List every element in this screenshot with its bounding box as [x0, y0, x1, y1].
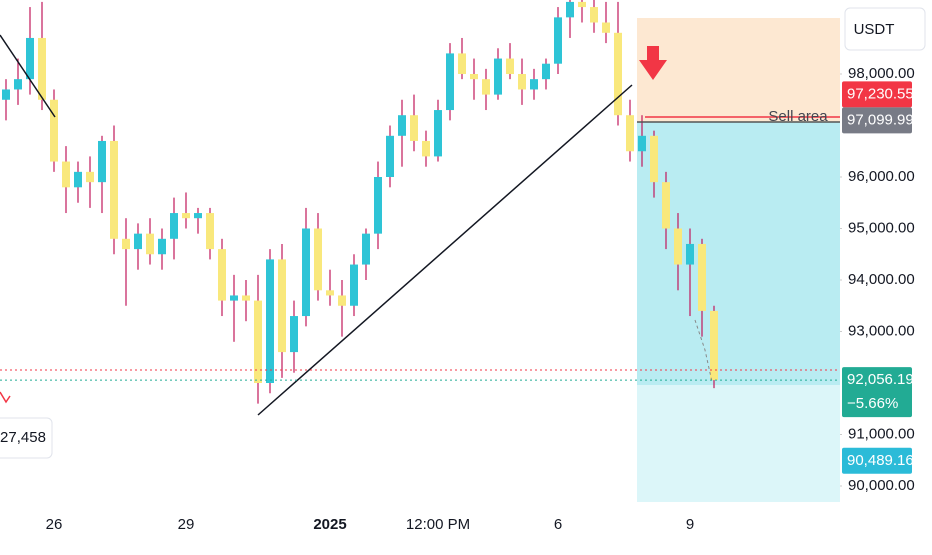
- candle-body: [446, 53, 454, 111]
- candle-body: [362, 233, 370, 265]
- candle-body: [314, 228, 322, 291]
- candle-body: [518, 74, 526, 90]
- projection: [694, 319, 713, 383]
- candle-body: [482, 79, 490, 95]
- target-zone-extension: [637, 385, 840, 502]
- candle-body: [98, 140, 106, 183]
- candle-body: [290, 316, 298, 353]
- candle-body: [650, 135, 658, 183]
- bubble-label: 27,458: [0, 429, 46, 446]
- candle-body: [626, 115, 634, 152]
- trend-line: [257, 84, 633, 416]
- candle-body: [86, 171, 94, 183]
- candle-body: [602, 22, 610, 33]
- candle-body: [38, 37, 46, 100]
- candle-body: [170, 213, 178, 239]
- candle-body: [710, 310, 718, 381]
- candle-body: [614, 32, 622, 116]
- candle-body: [302, 228, 310, 317]
- y-tick-label: 94,000.00: [848, 271, 915, 288]
- candle-body: [470, 74, 478, 80]
- bubble: [0, 417, 53, 459]
- x-tick-label: 26: [46, 516, 63, 533]
- target-zone: [637, 122, 840, 385]
- candle-body: [554, 17, 562, 64]
- currency[interactable]: USDT: [854, 21, 895, 38]
- y-tick-label: 96,000.00: [848, 168, 915, 185]
- y-tick-label: 98,000.00: [848, 65, 915, 82]
- small-arrow: [0, 391, 11, 404]
- price-label-box: [842, 81, 912, 108]
- candle-body: [686, 243, 694, 265]
- candle-body: [422, 140, 430, 157]
- price-label: 90,489.16: [847, 452, 914, 469]
- candle-body: [254, 300, 262, 384]
- candle-body: [578, 1, 586, 8]
- candle-body: [566, 1, 574, 18]
- x-tick-label: 12:00 PM: [406, 516, 470, 533]
- candle-body: [398, 115, 406, 136]
- annotation: Sell area: [768, 108, 828, 125]
- candle-body: [278, 259, 286, 353]
- candle-body: [206, 213, 214, 250]
- y-tick-label: 90,000.00: [848, 477, 915, 494]
- trend-line: [0, 34, 56, 118]
- sell-zone: [637, 18, 840, 122]
- candle-body: [74, 171, 82, 188]
- candle-body: [242, 295, 250, 301]
- candle-body: [374, 177, 382, 234]
- price-label-box: [842, 107, 912, 134]
- candle-body: [662, 182, 670, 229]
- price-label-box: [842, 367, 912, 418]
- candle-body: [2, 89, 10, 100]
- candle-body: [590, 7, 598, 23]
- price-label: 92,056.19: [847, 371, 914, 388]
- candle-body: [50, 99, 58, 162]
- candle-body: [458, 53, 466, 75]
- y-tick-label: 91,000.00: [848, 425, 915, 442]
- candle-body: [182, 213, 190, 219]
- candle-body: [62, 161, 70, 188]
- candle-body: [410, 115, 418, 141]
- candle-body: [434, 110, 442, 157]
- candle-body: [230, 295, 238, 301]
- candle-body: [494, 58, 502, 95]
- candle-body: [110, 140, 118, 239]
- candle-body: [26, 37, 34, 80]
- candle-body: [194, 213, 202, 219]
- candle-body: [14, 79, 22, 90]
- candle-body: [542, 63, 550, 80]
- down-arrow: [639, 46, 667, 80]
- candle-body: [134, 233, 142, 250]
- candle-body: [326, 290, 334, 296]
- candle-body: [158, 238, 166, 255]
- candle-body: [674, 228, 682, 265]
- candle-body: [338, 295, 346, 306]
- candle-body: [350, 264, 358, 306]
- candle-body: [698, 243, 706, 311]
- candle-body: [638, 135, 646, 152]
- candle-body: [266, 259, 274, 384]
- price-label-box: [842, 447, 912, 474]
- price-label: 97,099.99: [847, 111, 914, 128]
- candle-body: [530, 79, 538, 90]
- candles: [2, 0, 718, 404]
- candle-body: [146, 233, 154, 255]
- currency-box[interactable]: [844, 7, 926, 51]
- y-tick-label: 93,000.00: [848, 322, 915, 339]
- candle-body: [506, 58, 514, 75]
- candle-body: [218, 249, 226, 301]
- x-tick-label: 6: [554, 516, 562, 533]
- x-tick-label: 9: [686, 516, 694, 533]
- x-tick-label: 2025: [313, 516, 346, 533]
- price-change: −5.66%: [847, 395, 898, 412]
- price-label: 97,230.55: [847, 85, 914, 102]
- candle-body: [386, 135, 394, 178]
- x-tick-label: 29: [178, 516, 195, 533]
- candle-body: [122, 238, 130, 250]
- y-tick-label: 95,000.00: [848, 219, 915, 236]
